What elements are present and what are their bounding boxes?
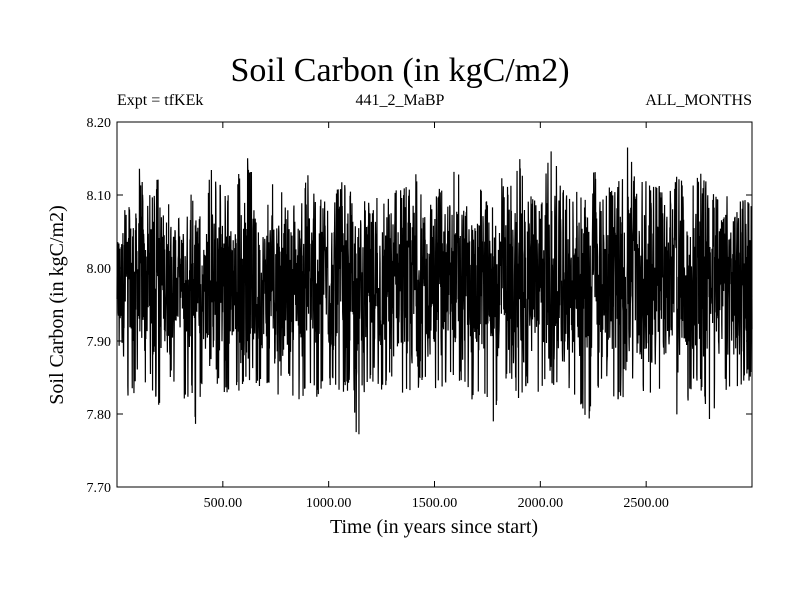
experiment-label: Expt = tfKEk xyxy=(117,92,204,109)
y-tick-label: 8.00 xyxy=(87,262,112,277)
chart-subtitle: 441_2_MaBP xyxy=(355,92,445,109)
series-layer xyxy=(116,147,753,435)
y-tick-label: 7.90 xyxy=(87,335,112,350)
y-axis: 7.70 7.80 7.90 8.00 8.10 8.20 xyxy=(87,116,752,496)
x-tick-label: 1000.00 xyxy=(306,496,352,511)
y-tick-label: 8.10 xyxy=(87,189,112,204)
months-label: ALL_MONTHS xyxy=(645,92,752,109)
x-tick-label: 1500.00 xyxy=(412,496,458,511)
x-axis: 500.00 1000.00 1500.00 2000.00 2500.00 xyxy=(204,122,669,511)
y-tick-label: 8.20 xyxy=(87,116,112,131)
y-tick-label: 7.70 xyxy=(87,481,112,496)
y-tick-label: 7.80 xyxy=(87,408,112,423)
series-line xyxy=(116,147,753,435)
x-axis-label: Time (in years since start) xyxy=(330,516,538,538)
x-tick-label: 2000.00 xyxy=(518,496,564,511)
x-tick-label: 500.00 xyxy=(204,496,243,511)
y-axis-label: Soil Carbon (in kgC/m2) xyxy=(46,205,68,404)
x-tick-label: 2500.00 xyxy=(623,496,669,511)
chart-title: Soil Carbon (in kgC/m2) xyxy=(230,52,570,89)
